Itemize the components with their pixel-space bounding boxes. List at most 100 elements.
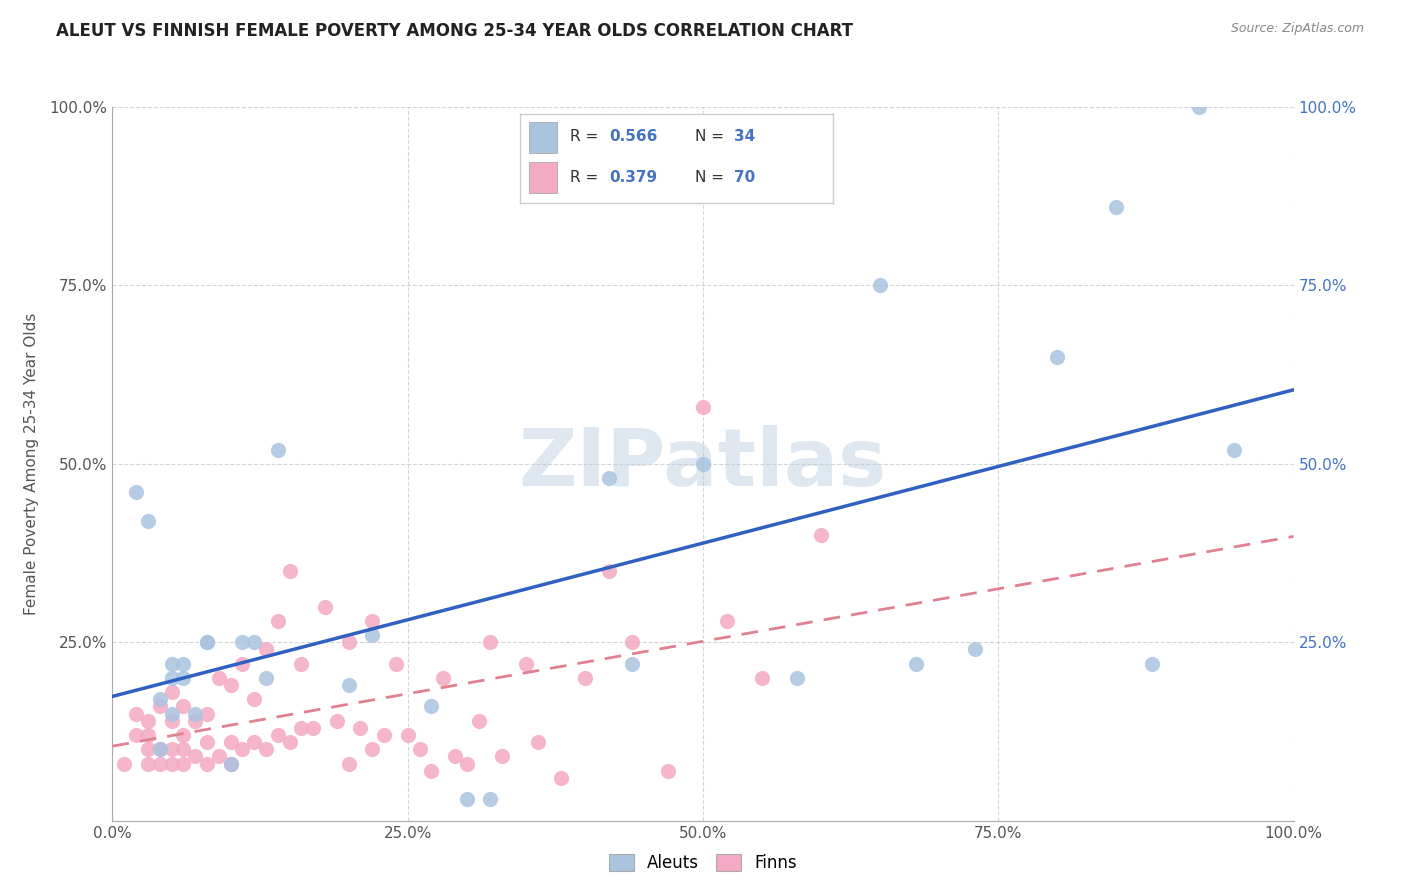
Point (195, 706, 218, 721)
Point (337, 635, 360, 649)
Point (491, 749, 513, 764)
Point (751, 671, 773, 685)
Point (337, 756, 360, 771)
Point (963, 642, 986, 657)
Point (231, 635, 253, 649)
Point (598, 471, 620, 485)
Point (278, 564, 301, 578)
Point (869, 278, 891, 293)
Point (278, 735, 301, 749)
Point (160, 742, 183, 756)
Legend: Aleuts, Finns: Aleuts, Finns (600, 846, 806, 880)
Point (337, 678, 360, 692)
Point (432, 671, 454, 685)
Point (267, 442, 290, 457)
Point (184, 714, 207, 728)
Point (716, 614, 738, 628)
Text: ALEUT VS FINNISH FEMALE POVERTY AMONG 25-34 YEAR OLDS CORRELATION CHART: ALEUT VS FINNISH FEMALE POVERTY AMONG 25… (56, 22, 853, 40)
Point (290, 721, 312, 735)
Point (184, 706, 207, 721)
Point (479, 792, 502, 806)
Point (810, 528, 832, 542)
Point (254, 671, 277, 685)
Point (149, 699, 172, 714)
Point (172, 756, 194, 771)
Point (326, 714, 349, 728)
Point (254, 642, 277, 657)
Point (290, 657, 312, 671)
Point (621, 635, 644, 649)
Point (314, 599, 336, 614)
Point (550, 771, 572, 785)
Point (657, 764, 679, 778)
Point (231, 742, 253, 756)
Point (479, 635, 502, 649)
Point (1188, 100, 1211, 114)
Point (195, 635, 218, 649)
Point (160, 706, 183, 721)
Point (136, 756, 159, 771)
Point (621, 657, 644, 671)
Point (136, 714, 159, 728)
Point (112, 756, 135, 771)
Y-axis label: Female Poverty Among 25-34 Year Olds: Female Poverty Among 25-34 Year Olds (24, 313, 38, 615)
Point (574, 671, 596, 685)
Point (254, 742, 277, 756)
Point (149, 756, 172, 771)
Point (467, 714, 489, 728)
Point (160, 756, 183, 771)
Point (373, 728, 395, 742)
Point (420, 699, 443, 714)
Point (1223, 442, 1246, 457)
Point (208, 671, 231, 685)
Point (361, 614, 384, 628)
Point (195, 735, 218, 749)
Point (125, 728, 148, 742)
Point (420, 764, 443, 778)
Point (172, 728, 194, 742)
Point (160, 657, 183, 671)
Text: Source: ZipAtlas.com: Source: ZipAtlas.com (1230, 22, 1364, 36)
Point (160, 714, 183, 728)
Point (267, 614, 290, 628)
Point (172, 671, 194, 685)
Point (219, 756, 242, 771)
Point (125, 485, 148, 500)
Point (456, 792, 478, 806)
Point (526, 735, 548, 749)
Point (598, 564, 620, 578)
Point (243, 635, 266, 649)
Point (172, 657, 194, 671)
Point (1140, 657, 1163, 671)
Point (396, 728, 419, 742)
Point (1105, 200, 1128, 214)
Point (219, 735, 242, 749)
Point (243, 735, 266, 749)
Point (515, 657, 537, 671)
Point (408, 742, 430, 756)
Point (243, 692, 266, 706)
Point (219, 756, 242, 771)
Point (125, 706, 148, 721)
Point (219, 678, 242, 692)
Point (195, 756, 218, 771)
Point (160, 671, 183, 685)
Point (904, 657, 927, 671)
Point (195, 635, 218, 649)
Point (136, 728, 159, 742)
Point (444, 749, 467, 764)
Point (692, 400, 714, 414)
Point (184, 749, 207, 764)
Point (160, 685, 183, 699)
Point (208, 749, 231, 764)
Point (136, 514, 159, 528)
Point (692, 457, 714, 471)
Point (172, 742, 194, 756)
Point (786, 671, 808, 685)
Point (149, 742, 172, 756)
Point (267, 728, 290, 742)
Point (149, 692, 172, 706)
Point (361, 742, 384, 756)
Point (1046, 350, 1069, 364)
Point (349, 721, 371, 735)
